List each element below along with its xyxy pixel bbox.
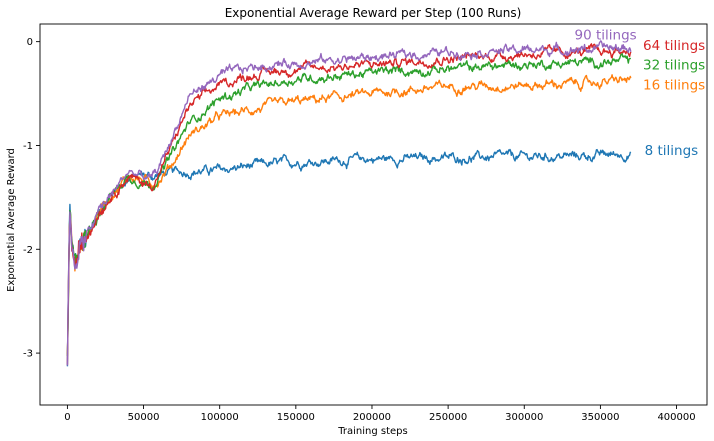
series-line-16-tilings — [66, 74, 632, 355]
series-label-90-tilings: 90 tilings — [575, 28, 637, 44]
y-tick-label: -3 — [23, 349, 33, 360]
chart-title: Exponential Average Reward per Step (100… — [225, 6, 522, 20]
series-label-64-tilings: 64 tilings — [643, 38, 705, 54]
series-line-64-tilings — [66, 43, 632, 365]
x-tick-label: 250000 — [429, 412, 467, 423]
x-tick-label: 400000 — [657, 412, 695, 423]
x-tick-label: 100000 — [201, 412, 239, 423]
plot-area — [40, 24, 707, 405]
series-label-16-tilings: 16 tilings — [643, 77, 705, 93]
x-axis-label: Training steps — [337, 426, 407, 437]
x-tick-label: 50000 — [128, 412, 160, 423]
x-tick-label: 350000 — [581, 412, 619, 423]
y-tick-label: 0 — [27, 37, 33, 48]
x-tick-label: 200000 — [353, 412, 391, 423]
axes-layer: 0 50000 100000 150000 200000 250000 300000 3500… — [23, 23, 708, 423]
plot-background — [40, 24, 707, 405]
x-tick-label: 150000 — [277, 412, 315, 423]
series-layer — [66, 40, 632, 367]
x-tick-label: 300000 — [505, 412, 543, 423]
series-line-90-tilings — [66, 40, 632, 366]
x-tick-label: 0 — [64, 412, 70, 423]
y-axis-label: Exponential Average Reward — [6, 148, 17, 292]
series-label-32-tilings: 32 tilings — [643, 58, 705, 74]
y-tick-label: -2 — [23, 245, 33, 256]
annotation-layer: 90 tilings 64 tilings 32 tilings 16 tilings… — [575, 28, 706, 159]
y-tick-label: -1 — [23, 141, 33, 152]
axes-frame — [39, 23, 708, 406]
series-label-8-tilings: 8 tilings — [645, 143, 699, 159]
series-line-32-tilings — [66, 52, 631, 357]
